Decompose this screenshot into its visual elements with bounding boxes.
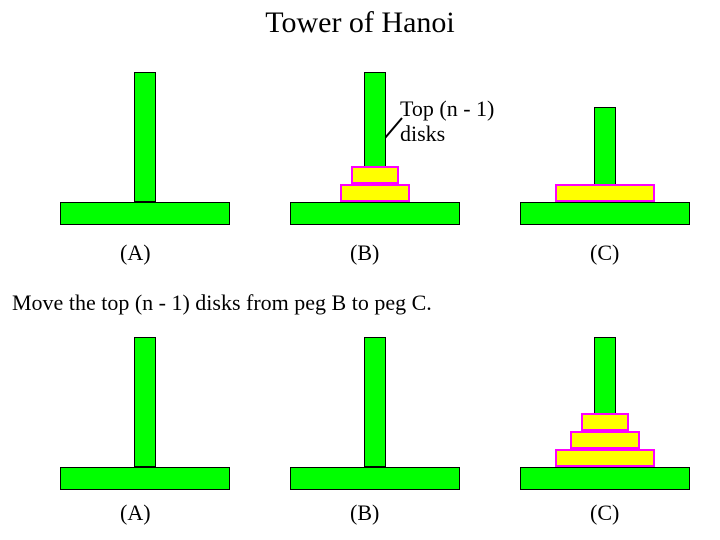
disk <box>351 166 399 184</box>
disk <box>340 184 410 202</box>
disk <box>581 413 629 431</box>
peg-c-row2 <box>520 335 690 490</box>
peg-label-b-row1: (B) <box>350 240 379 266</box>
peg-base <box>290 467 460 490</box>
peg-b-row1 <box>290 70 460 225</box>
peg-base <box>520 202 690 225</box>
peg-base <box>60 467 230 490</box>
peg-base <box>60 202 230 225</box>
peg-label-a-row2: (A) <box>120 500 151 526</box>
peg-a-row2 <box>60 335 230 490</box>
peg-label-b-row2: (B) <box>350 500 379 526</box>
disk <box>555 184 655 202</box>
peg-pole <box>134 337 156 467</box>
peg-base <box>520 467 690 490</box>
peg-label-c-row2: (C) <box>590 500 619 526</box>
peg-label-a-row1: (A) <box>120 240 151 266</box>
disk <box>555 449 655 467</box>
peg-a-row1 <box>60 70 230 225</box>
peg-b-row2 <box>290 335 460 490</box>
peg-label-c-row1: (C) <box>590 240 619 266</box>
peg-base <box>290 202 460 225</box>
peg-c-row1 <box>520 70 690 225</box>
instruction-text: Move the top (n - 1) disks from peg B to… <box>12 290 432 316</box>
disk <box>570 431 640 449</box>
peg-pole <box>364 337 386 467</box>
peg-pole <box>134 72 156 202</box>
